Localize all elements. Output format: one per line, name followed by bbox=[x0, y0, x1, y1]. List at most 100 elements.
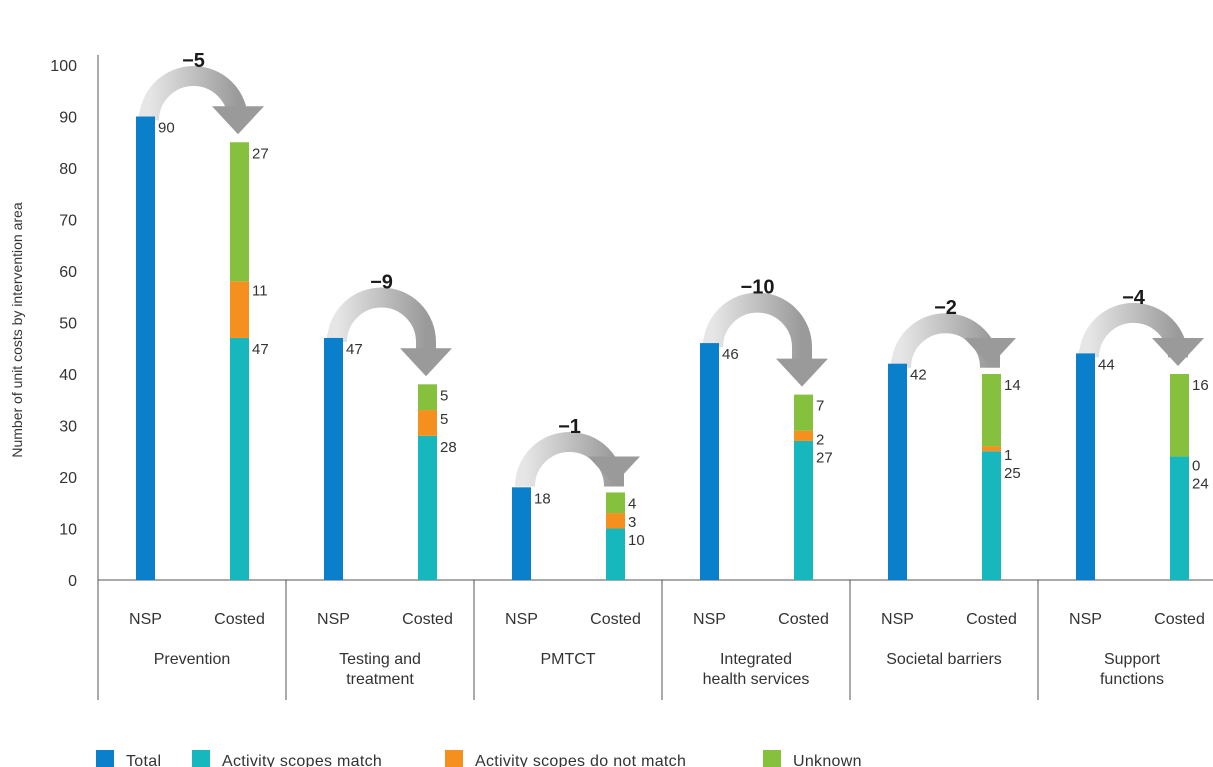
y-tick-label: 80 bbox=[59, 161, 77, 178]
difference-arrowhead bbox=[1152, 338, 1204, 366]
bar-category-label: Costed bbox=[590, 611, 641, 628]
legend-label-unknown: Unknown bbox=[793, 753, 862, 767]
difference-arrow bbox=[327, 287, 436, 351]
legend-swatch-unknown bbox=[763, 750, 781, 767]
bar-costed-match bbox=[982, 451, 1001, 580]
bar-costed-nomatch bbox=[982, 446, 1001, 452]
bar-nsp-total bbox=[700, 343, 719, 580]
group-label: Support bbox=[1104, 651, 1161, 668]
data-label-match: 10 bbox=[628, 532, 645, 549]
bar-costed-nomatch bbox=[418, 410, 437, 436]
bar-costed-nomatch bbox=[230, 281, 249, 338]
bar-category-label: NSP bbox=[317, 611, 350, 628]
bar-costed-unknown bbox=[418, 384, 437, 411]
bar-category-label: Costed bbox=[1154, 611, 1205, 628]
bar-costed-match bbox=[1170, 456, 1189, 580]
group-label: Integrated bbox=[720, 651, 792, 668]
group-label: Testing and bbox=[339, 651, 421, 668]
data-label-unknown: 27 bbox=[252, 145, 269, 162]
data-label-total: 18 bbox=[534, 490, 551, 507]
difference-arrowhead bbox=[588, 456, 640, 485]
y-tick-label: 50 bbox=[59, 316, 77, 333]
bar-costed-unknown bbox=[1170, 374, 1189, 457]
y-tick-label: 10 bbox=[59, 522, 77, 539]
bar-category-label: NSP bbox=[881, 611, 914, 628]
data-label-unknown: 5 bbox=[440, 387, 448, 404]
difference-arrowhead bbox=[400, 348, 452, 377]
data-label-match: 25 bbox=[1004, 465, 1021, 482]
difference-arrowhead bbox=[776, 358, 828, 387]
legend-swatch-nomatch bbox=[445, 750, 463, 767]
y-tick-label: 40 bbox=[59, 367, 77, 384]
data-label-match: 24 bbox=[1192, 475, 1209, 492]
legend-label-match: Activity scopes match bbox=[222, 753, 382, 767]
difference-value: −2 bbox=[934, 297, 957, 319]
group-label: treatment bbox=[346, 671, 414, 688]
data-label-nomatch: 0 bbox=[1192, 457, 1200, 474]
bar-costed-match bbox=[230, 337, 249, 580]
data-label-unknown: 14 bbox=[1004, 377, 1021, 394]
bar-category-label: Costed bbox=[778, 611, 829, 628]
legend-label-nomatch: Activity scopes do not match bbox=[475, 753, 686, 767]
bar-category-label: Costed bbox=[214, 611, 265, 628]
bar-nsp-total bbox=[512, 487, 531, 580]
group-label: Prevention bbox=[154, 651, 231, 668]
group-label: PMTCT bbox=[540, 651, 595, 668]
bar-costed-match bbox=[794, 440, 813, 580]
data-label-nomatch: 11 bbox=[252, 282, 268, 299]
bar-costed-nomatch bbox=[606, 513, 625, 529]
bar-category-label: NSP bbox=[1069, 611, 1102, 628]
legend-swatch-total bbox=[96, 750, 114, 767]
bar-category-label: NSP bbox=[693, 611, 726, 628]
difference-value: −9 bbox=[370, 271, 393, 293]
data-label-unknown: 7 bbox=[816, 398, 824, 415]
difference-arrowhead bbox=[964, 338, 1016, 366]
bar-costed-unknown bbox=[982, 374, 1001, 447]
data-label-total: 42 bbox=[910, 367, 927, 384]
data-label-match: 27 bbox=[816, 450, 833, 467]
difference-value: −4 bbox=[1122, 287, 1146, 309]
legend-label-total: Total bbox=[126, 753, 161, 767]
bar-category-label: Costed bbox=[402, 611, 453, 628]
y-tick-label: 90 bbox=[59, 110, 77, 127]
difference-value: −10 bbox=[741, 277, 775, 299]
data-label-match: 47 bbox=[252, 341, 269, 358]
y-axis-title: Number of unit costs by intervention are… bbox=[9, 202, 25, 457]
data-label-nomatch: 3 bbox=[628, 514, 636, 531]
difference-arrowhead bbox=[212, 106, 264, 135]
difference-arrow bbox=[703, 292, 812, 361]
bar-costed-unknown bbox=[230, 142, 249, 282]
y-tick-label: 70 bbox=[59, 213, 77, 230]
difference-value: −5 bbox=[182, 50, 205, 72]
bar-category-label: NSP bbox=[129, 611, 162, 628]
difference-value: −1 bbox=[558, 416, 581, 438]
data-label-unknown: 16 bbox=[1192, 377, 1209, 394]
data-label-match: 28 bbox=[440, 439, 457, 456]
y-tick-label: 60 bbox=[59, 264, 77, 281]
group-label: Societal barriers bbox=[886, 651, 1002, 668]
difference-arrows: −5 −9 −1 −10 −2 −4 bbox=[139, 50, 1204, 487]
legend-swatch-match bbox=[192, 750, 210, 767]
bar-costed-match bbox=[606, 528, 625, 580]
y-tick-label: 20 bbox=[59, 470, 77, 487]
data-label-total: 47 bbox=[346, 341, 363, 358]
group-label: health services bbox=[703, 671, 810, 688]
bar-nsp-total bbox=[324, 337, 343, 580]
bar-costed-unknown bbox=[794, 394, 813, 431]
bar-costed-unknown bbox=[606, 492, 625, 514]
bar-nsp-total bbox=[136, 116, 155, 580]
y-tick-label: 30 bbox=[59, 419, 77, 436]
bar-costed-nomatch bbox=[794, 430, 813, 441]
difference-arrow bbox=[139, 66, 248, 121]
legend: Total Activity scopes match Activity scope… bbox=[96, 750, 862, 767]
data-label-nomatch: 5 bbox=[440, 411, 448, 428]
y-tick-label: 0 bbox=[68, 573, 77, 590]
bar-category-label: NSP bbox=[505, 611, 538, 628]
bars bbox=[136, 116, 1189, 580]
bar-nsp-total bbox=[1076, 353, 1095, 580]
group-label: functions bbox=[1100, 671, 1164, 688]
data-label-nomatch: 1 bbox=[1004, 447, 1012, 464]
